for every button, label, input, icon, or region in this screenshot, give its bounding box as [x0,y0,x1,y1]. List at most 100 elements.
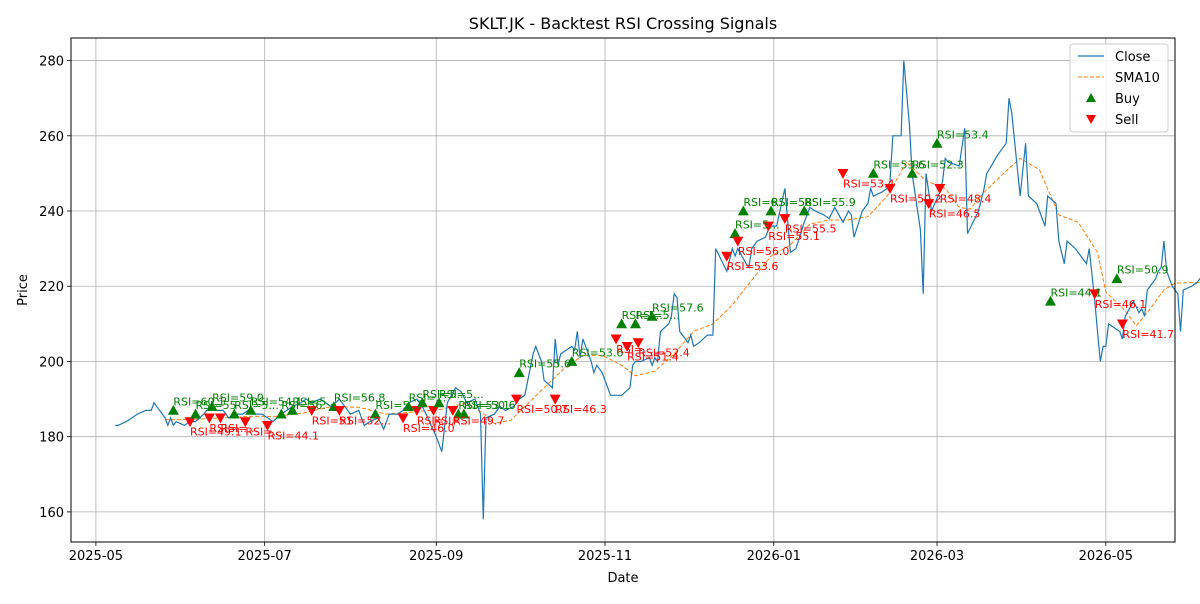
buy-signal-label: RSI=5... [422,388,467,401]
sell-signal-label: RSI=... [220,422,258,435]
sell-signal-marker [610,334,622,345]
sell-signal-label: RSI=... [616,343,654,356]
buy-signal-label: RSI=53.4 [937,128,989,141]
sell-signal-marker [397,413,409,424]
buy-signal-label: RSI=5... [292,395,337,408]
buy-signal-marker [629,318,641,329]
buy-signal-marker [765,205,777,216]
sell-signal-label: RSI=46.3 [555,403,607,416]
buy-signal-marker [228,408,240,419]
sell-signal-label: RSI=49.1 [190,426,242,439]
legend: Close SMA10 Buy Sell [1069,43,1169,133]
buy-signal-label: RSI=56.8 [334,392,386,405]
x-tick-label: 2026-05 [1079,549,1133,564]
sell-signal-label: RSI=50.2 [890,192,942,205]
y-tick-label: 160 [39,506,64,521]
sell-signal-label: RSI=52.4 [638,347,690,360]
buy-signal-marker [190,408,202,419]
sell-signal-label: RSI=56.0 [738,245,790,258]
buy-signal-label: RSI=53.1 [458,399,510,412]
sell-signal-marker [1116,319,1128,330]
sell-signal-marker [239,417,251,428]
buy-signal-label: RSI=60.1 [173,395,225,408]
y-tick-label: 240 [39,205,64,220]
chart-title: SKLT.JK - Backtest RSI Crossing Signals [469,14,777,33]
sell-signal-marker [779,214,791,225]
buy-signal-label: RSI=55 [196,399,237,412]
buy-signal-label: RSI=... [409,392,447,405]
buy-signal-label: RSI=54.1 [251,395,303,408]
legend-label: Sell [1115,113,1138,128]
sell-signal-label: RSI=50.7 [516,403,568,416]
y-tick-label: 280 [39,55,64,70]
sell-signal-marker [411,405,423,416]
sell-signal-marker [1089,289,1101,300]
sell-signal-marker [214,413,226,424]
sell-signal-marker [632,338,644,349]
y-tick-label: 260 [39,130,64,145]
buy-signal-label: RSI=52.3 [912,158,964,171]
buy-signal-marker [369,408,381,419]
buy-signal-marker [245,404,257,415]
buy-signal-label: RSI=50.9 [1117,264,1169,277]
buy-signal-label: RSI=5... [234,399,279,412]
sell-signal-marker [549,394,561,405]
buy-signal-marker [275,408,287,419]
buy-signal-marker [906,167,918,178]
buy-signal-marker [616,318,628,329]
buy-signal-label: RSI=5... [439,388,484,401]
buy-signal-marker [1111,273,1123,284]
buy-signal-label: RSI=53.6 [572,346,624,359]
buy-signal-marker [867,167,879,178]
buy-signal-marker [566,355,578,366]
sell-signal-label: RSI=41.7 [1122,328,1174,341]
sell-signal-label: RSI=55.5 [785,223,837,236]
buy-signal-marker [433,397,445,408]
sell-signal-label: RSI=51 [312,414,353,427]
buy-signal-marker [403,401,415,411]
sell-signal-marker [837,169,849,179]
sell-signal-marker [510,394,522,405]
x-tick-label: 2025-09 [409,549,463,564]
y-tick-label: 180 [39,431,64,446]
signal-labels: RSI=60.1RSI=49.1RSI=55RSI=...RSI=59.0RSI… [173,128,1174,442]
buy-signal-label: RSI=53.6 [873,158,925,171]
legend-box [1069,43,1169,133]
sell-signal-label: RSI=46.0 [403,422,455,435]
buy-signal-marker [286,404,298,415]
y-axis-ticks: 160 180 200 220 240 260 280 [39,55,71,521]
sell-signal-marker [203,413,215,424]
sell-signal-marker [621,342,633,352]
sell-signal-marker [762,221,774,232]
y-tick-label: 220 [39,280,64,295]
x-tick-label: 2026-03 [910,549,964,564]
sell-signal-label: RSI=... [245,426,283,439]
sell-signal-marker [447,405,459,416]
sell-signal-label: RSI=53.6 [727,260,779,273]
buy-signal-label: RSI=5... [622,309,667,322]
sell-signal-marker [306,405,318,416]
signal-markers [167,137,1128,431]
buy-signal-marker [167,404,179,415]
sell-signal-label: RSI=... [433,414,471,427]
close-line [115,60,1200,520]
sell-signal-label: RSI=48.4 [940,192,992,205]
buy-signal-label: RSI=58. [771,196,816,209]
sell-signal-label: RSI=55.1 [768,230,820,243]
sell-signal-label: RSI=46.1 [1095,298,1147,311]
buy-signal-label: RSI=59.0 [212,392,264,405]
sell-signal-label: RSI=46.5 [929,207,981,220]
x-axis-label: Date [607,571,638,586]
y-tick-label: 200 [39,355,64,370]
buy-signal-label: RSI=5... [735,219,780,232]
buy-signal-label: RSI=5... [635,309,680,322]
buy-signal-label: RSI=6... [743,196,788,209]
buy-signal-label: RSI=50.6 [464,399,516,412]
sell-signal-marker [732,236,744,247]
close-series [115,60,1200,520]
grid-lines [71,38,1175,542]
sell-signal-label: RSI=44.1 [267,429,319,442]
legend-sell-swatch [1086,115,1096,124]
x-tick-label: 2025-11 [578,549,632,564]
